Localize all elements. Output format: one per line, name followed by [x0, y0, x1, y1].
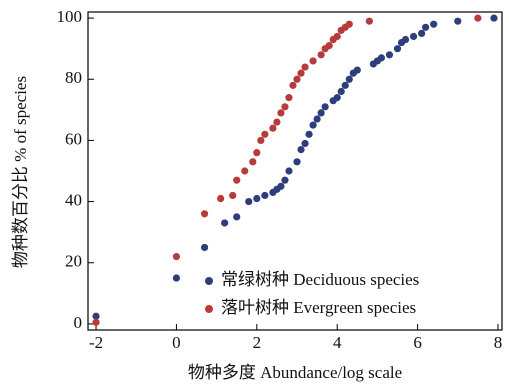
- point: [353, 66, 361, 74]
- point: [385, 51, 394, 59]
- legend-marker: [205, 277, 213, 285]
- point: [301, 63, 309, 71]
- point: [325, 42, 333, 50]
- point: [92, 312, 100, 320]
- plot-frame: [87, 11, 503, 331]
- point: [365, 17, 373, 25]
- point: [333, 94, 341, 102]
- point: [293, 75, 301, 83]
- point: [217, 194, 225, 203]
- point: [337, 87, 345, 96]
- point: [261, 191, 269, 200]
- point: [297, 69, 305, 77]
- point: [273, 118, 281, 126]
- point: [269, 124, 277, 132]
- point: [200, 243, 209, 252]
- point: [233, 176, 241, 184]
- point: [261, 130, 269, 138]
- point: [490, 14, 498, 22]
- point: [289, 81, 297, 89]
- point: [172, 253, 181, 261]
- point: [277, 109, 285, 117]
- x-tick-label: 4: [333, 333, 342, 352]
- point: [245, 197, 253, 206]
- point: [253, 149, 261, 157]
- point: [430, 20, 438, 28]
- point: [474, 14, 482, 22]
- point: [200, 210, 209, 218]
- y-tick-label: 0: [74, 313, 83, 332]
- point: [229, 191, 237, 200]
- point: [345, 75, 353, 83]
- x-tick-label: 8: [494, 333, 503, 352]
- point: [454, 17, 462, 25]
- y-tick-label: 40: [65, 190, 82, 209]
- point: [285, 167, 293, 175]
- point: [309, 57, 317, 65]
- point: [333, 32, 341, 41]
- point: [341, 81, 349, 89]
- point: [92, 318, 100, 326]
- point: [418, 29, 426, 38]
- x-tick-label: 6: [413, 333, 422, 352]
- point: [297, 145, 305, 154]
- point: [409, 32, 418, 41]
- point: [345, 20, 353, 28]
- y-tick-label: 100: [57, 7, 83, 26]
- point: [281, 176, 289, 184]
- legend-marker: [205, 305, 213, 313]
- point: [233, 213, 241, 221]
- point: [317, 51, 325, 59]
- y-tick-label: 60: [65, 129, 82, 148]
- x-tick-label: 0: [172, 333, 181, 352]
- x-axis-label: 物种多度 Abundance/log scale: [188, 363, 402, 382]
- point: [422, 23, 430, 31]
- y-tick-label: 80: [65, 68, 82, 87]
- point: [313, 115, 321, 123]
- point: [241, 167, 249, 175]
- x-tick-label: 2: [253, 333, 262, 352]
- point: [317, 109, 325, 117]
- point: [172, 274, 181, 282]
- point: [321, 103, 329, 111]
- point: [277, 182, 285, 190]
- point: [377, 54, 386, 62]
- x-tick-label: -2: [89, 333, 103, 352]
- y-axis-label: 物种数百分比 % of species: [11, 76, 30, 268]
- point: [393, 45, 402, 53]
- point: [253, 194, 261, 203]
- point: [293, 158, 301, 166]
- point: [305, 130, 313, 138]
- point: [257, 136, 265, 145]
- y-tick-label: 20: [65, 252, 82, 271]
- point: [401, 35, 410, 44]
- point: [249, 158, 257, 166]
- legend-label: 常绿树种 Deciduous species: [221, 270, 419, 289]
- legend-label: 落叶树种 Evergreen species: [221, 298, 416, 317]
- point: [301, 139, 309, 148]
- point: [221, 219, 229, 227]
- point: [309, 121, 317, 129]
- point: [285, 94, 293, 102]
- point: [281, 103, 289, 111]
